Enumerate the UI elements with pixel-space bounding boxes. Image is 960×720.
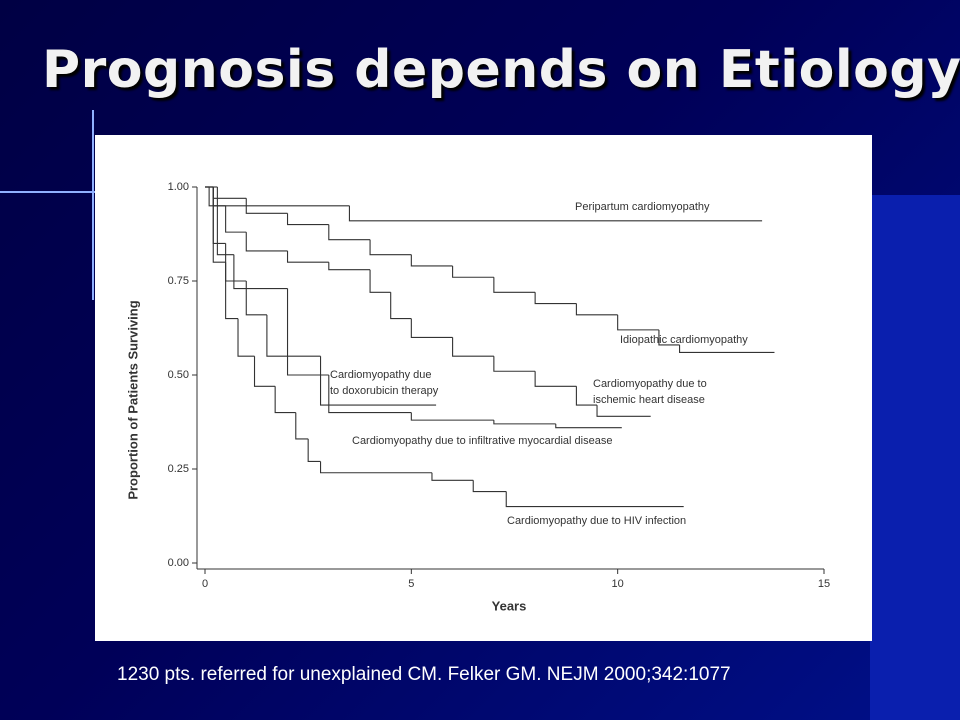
survival-step [617, 314, 659, 331]
survival-step [286, 250, 329, 263]
survival-step [390, 292, 412, 320]
survival-step [225, 262, 239, 320]
survival-step [328, 224, 371, 241]
survival-step [274, 386, 296, 414]
survival-step [596, 405, 651, 417]
curve-label: Peripartum cardiomyopathy [575, 201, 710, 213]
survival-step [369, 239, 412, 256]
survival-step [472, 480, 507, 493]
survival-step [307, 438, 321, 463]
survival-step [505, 491, 684, 508]
survival-step [233, 254, 288, 290]
y-tick-label: 0.00 [168, 557, 189, 569]
chart: Proportion of Patients Surviving Years 0… [125, 181, 830, 614]
survival-step [431, 472, 474, 481]
survival-step [286, 288, 321, 357]
survival-step [679, 344, 775, 353]
survival-step [534, 292, 577, 305]
survival-step [328, 262, 371, 271]
survival-step [286, 213, 329, 226]
survival-step [452, 265, 494, 278]
survival-step [410, 254, 453, 267]
survival-step [369, 269, 391, 293]
survival-step [658, 329, 680, 346]
survival-step [348, 205, 763, 222]
curve-label: Idiopathic cardiomyopathy [620, 334, 748, 346]
survival-step [410, 318, 453, 338]
caption: 1230 pts. referred for unexplained CM. F… [117, 664, 731, 685]
x-tick-label: 10 [612, 578, 624, 590]
survival-step [225, 243, 247, 282]
survival-step [295, 412, 309, 440]
survival-step [493, 356, 536, 372]
survival-step [410, 412, 494, 421]
x-tick-label: 5 [408, 578, 414, 590]
curve-label: Cardiomyopathy due to infiltrative myoca… [352, 435, 613, 447]
survival-step [245, 281, 267, 316]
survival-step [266, 314, 288, 357]
x-axis-label: Years [492, 598, 527, 613]
survival-step [216, 187, 234, 256]
survival-step [245, 232, 288, 252]
survival-step [286, 356, 329, 376]
chart-panel: Proportion of Patients Surviving Years 0… [95, 135, 872, 641]
survival-step [328, 375, 412, 414]
x-tick-label: 0 [202, 578, 208, 590]
survival-step [493, 420, 556, 425]
curve-label: Cardiomyopathy due to HIV infection [507, 515, 687, 527]
y-tick-label: 0.25 [168, 463, 189, 475]
survival-step [245, 198, 288, 214]
survival-step [319, 461, 432, 474]
survival-step [212, 187, 226, 263]
y-tick-label: 0.50 [168, 369, 189, 381]
y-tick-label: 0.75 [168, 275, 189, 287]
slide-title: Prognosis depends on Etiology [42, 40, 960, 100]
survival-step [493, 277, 536, 293]
survival-step [212, 187, 226, 207]
x-tick-label: 15 [818, 578, 830, 590]
accent-band [870, 195, 960, 720]
survival-step [237, 318, 255, 357]
survival-step [212, 187, 247, 199]
curve-label: Cardiomyopathy due to ischemic heart dis… [593, 378, 707, 406]
survival-step [212, 187, 226, 244]
y-tick-label: 1.00 [168, 181, 189, 193]
survival-step [575, 303, 618, 316]
survival-step [575, 386, 598, 406]
curve-label: Cardiomyopathy due to doxorubicin therap… [330, 369, 439, 397]
survival-step [452, 337, 494, 357]
survival-step [534, 371, 577, 387]
survival-step [319, 356, 437, 406]
survival-step [253, 356, 276, 387]
survival-step [208, 187, 350, 207]
survival-step [555, 423, 622, 429]
y-axis-label: Proportion of Patients Surviving [125, 300, 140, 499]
survival-step [225, 205, 247, 233]
